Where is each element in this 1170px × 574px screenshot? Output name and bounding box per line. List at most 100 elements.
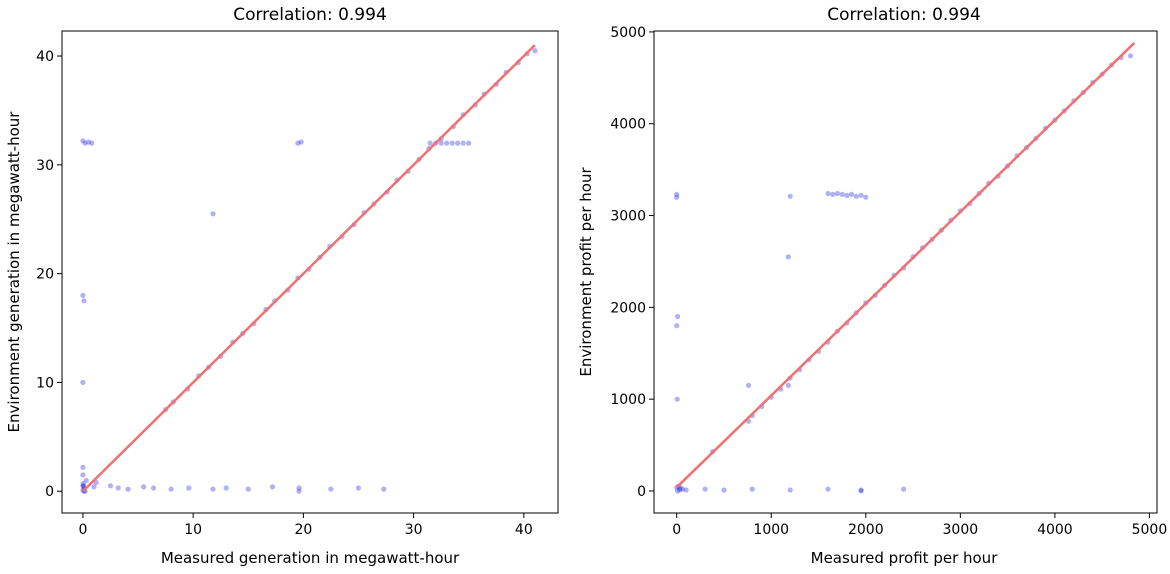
scatter-point: [85, 139, 92, 145]
scatter-point: [683, 487, 689, 493]
y-axis-label: Environment profit per hour: [577, 167, 595, 377]
scatter-point: [295, 140, 301, 146]
scatter-point: [81, 298, 87, 304]
y-tick-label: 10: [36, 375, 54, 391]
scatter-point: [93, 479, 99, 486]
scatter-point: [825, 190, 831, 197]
x-tick-label: 20: [294, 522, 312, 538]
y-tick-label: 0: [45, 484, 54, 500]
chart-title: Correlation: 0.994: [233, 5, 387, 25]
scatter-point: [444, 140, 450, 146]
scatter-point: [449, 140, 455, 146]
scatter-point: [674, 323, 680, 329]
x-tick-label: 1000: [753, 522, 789, 538]
scatter-point: [830, 191, 836, 197]
scatter-point: [675, 488, 681, 494]
scatter-point: [785, 254, 791, 260]
scatter-point: [863, 194, 869, 200]
scatter-point: [355, 485, 362, 491]
y-axis-label: Environment generation in megawatt-hour: [5, 111, 23, 433]
scatter-point: [328, 486, 334, 492]
y-tick-label: 2000: [610, 300, 646, 316]
scatter-point: [80, 483, 86, 489]
scatter-point: [150, 485, 157, 491]
scatter-point: [702, 486, 708, 492]
scatter-point: [245, 486, 251, 492]
scatter-point: [785, 382, 791, 388]
x-tick-label: 40: [515, 522, 533, 538]
fit-line: [82, 44, 536, 493]
scatter-point: [825, 486, 831, 492]
y-tick-label: 1000: [610, 392, 646, 408]
scatter-point: [80, 379, 86, 385]
x-tick-label: 10: [184, 522, 202, 538]
y-tick-label: 30: [36, 158, 54, 174]
x-axis-label: Measured profit per hour: [811, 549, 999, 567]
scatter-point: [675, 313, 681, 320]
scatter-point: [532, 48, 538, 54]
scatter-point: [674, 191, 680, 197]
scatter-point: [427, 140, 433, 146]
scatter-point: [834, 190, 841, 197]
scatter-point: [839, 191, 845, 197]
scatter-point: [298, 139, 304, 145]
scatter-point: [141, 484, 147, 490]
scatter-point: [1127, 53, 1134, 59]
scatter-point: [787, 193, 793, 199]
scatter-point: [787, 487, 793, 493]
scatter-point: [381, 486, 387, 492]
scatter-point: [296, 488, 302, 494]
scatter-point: [80, 483, 87, 489]
x-tick-label: 4000: [1037, 522, 1073, 538]
scatter-point: [674, 194, 680, 200]
scatter-point: [80, 464, 86, 470]
plot-frame: [653, 30, 1158, 514]
scatter-point: [849, 191, 855, 197]
scatter-point: [844, 192, 850, 198]
x-axis-label: Measured generation in megawatt-hour: [161, 549, 460, 567]
x-tick-label: 2000: [848, 522, 884, 538]
scatter-point: [186, 485, 192, 491]
y-tick-label: 0: [637, 484, 646, 500]
x-tick-label: 30: [405, 522, 423, 538]
scatter-point: [858, 192, 864, 198]
scatter-point: [80, 472, 86, 478]
scatter-point: [745, 382, 752, 388]
scatter-point: [853, 193, 859, 199]
scatter-point: [674, 396, 680, 402]
scatter-point: [91, 484, 97, 490]
scatter-point: [89, 140, 95, 146]
fit-line: [675, 42, 1136, 489]
correlation-scatter-generation: Correlation: 0.994 0 10 20 30 40 0 10 20 30 40 Me…: [5, 5, 559, 567]
x-tick-label: 0: [78, 522, 87, 538]
scatter-point: [83, 477, 89, 483]
correlation-scatter-profit: Correlation: 0.994 0 1000 2000 3000 4000 5000…: [577, 5, 1167, 567]
scatter-point: [677, 485, 684, 491]
x-tick-label: 0: [672, 522, 681, 538]
scatter-point: [210, 486, 216, 492]
scatter-point: [210, 211, 216, 217]
scatter-point: [82, 140, 88, 146]
scatter-point: [269, 484, 276, 490]
scatter-point: [858, 487, 864, 493]
scatter-point: [223, 485, 229, 491]
scatter-point: [679, 486, 686, 492]
scatter-point: [80, 292, 86, 298]
scatter-point: [115, 485, 121, 491]
scatter-point: [721, 487, 727, 493]
scatter-point: [168, 486, 174, 492]
axis-ticks: 0 10 20 30 40 0 10 20 30 40: [36, 49, 533, 538]
scatter-point: [749, 486, 755, 492]
axis-ticks: 0 1000 2000 3000 4000 5000 0 1000 2000 3000 4000 50…: [610, 25, 1167, 538]
scatter-point: [125, 486, 131, 492]
y-tick-label: 3000: [610, 209, 646, 225]
scatter-point: [901, 486, 907, 492]
scatter-point: [466, 140, 472, 146]
y-tick-label: 40: [36, 49, 54, 65]
y-tick-label: 20: [36, 267, 54, 283]
scatter-point: [80, 481, 86, 487]
scatter-point: [80, 138, 86, 144]
y-tick-label: 5000: [610, 25, 646, 41]
scatter-point: [460, 140, 466, 146]
